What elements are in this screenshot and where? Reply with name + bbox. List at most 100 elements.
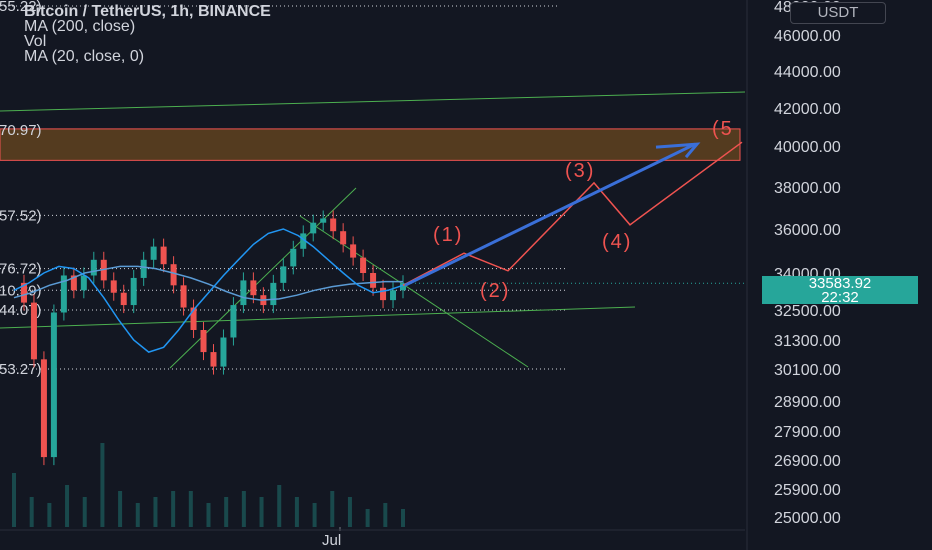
candle-body	[310, 222, 317, 234]
volume-bar	[12, 473, 16, 527]
trend-line	[0, 91, 746, 112]
candle-body	[370, 273, 377, 288]
volume-bar	[100, 443, 105, 527]
level-label: 70.97)	[0, 122, 42, 139]
y-tick-label: 38000.00	[774, 180, 841, 197]
candle-body	[40, 359, 47, 458]
trend-line	[299, 215, 529, 368]
y-tick-label: 46000.00	[774, 28, 841, 45]
candle-body	[60, 275, 67, 313]
legend-ma200[interactable]: MA (200, close)	[24, 18, 136, 35]
trend-line	[169, 187, 357, 369]
candle-body	[290, 248, 297, 267]
volume-bar	[47, 503, 52, 527]
volume-bar	[65, 485, 70, 527]
volume-bar	[135, 503, 140, 527]
trend-line	[0, 306, 636, 329]
y-tick-label: 31300.00	[774, 333, 841, 350]
legend-ma20[interactable]: MA (20, close, 0)	[24, 48, 145, 65]
candle-body	[340, 231, 347, 245]
candle-body	[20, 282, 27, 303]
projection-arrow	[404, 142, 696, 287]
x-tick-label: Jul	[322, 532, 341, 549]
ma200-line	[13, 265, 403, 301]
candle-body	[180, 285, 187, 308]
y-tick-label: 36000.00	[774, 222, 841, 239]
y-tick-label: 32500.00	[774, 303, 841, 320]
y-tick-label: 26900.00	[774, 453, 841, 470]
volume-bar	[206, 503, 211, 527]
candle-body	[160, 246, 167, 265]
candle-body	[220, 337, 227, 367]
volume-bar	[241, 491, 246, 527]
y-tick-label: 25900.00	[774, 482, 841, 499]
volume-bar	[330, 491, 335, 527]
candle-body	[240, 280, 247, 306]
candle-body	[300, 233, 307, 249]
volume-bar	[188, 491, 193, 527]
y-tick-label: 30100.00	[774, 362, 841, 379]
volume-bar	[365, 509, 370, 527]
candle-body	[330, 218, 337, 232]
volume-bar	[312, 503, 317, 527]
volume-bar	[224, 497, 229, 527]
wave-label: (5	[712, 118, 734, 140]
resistance-zone	[0, 128, 741, 161]
volume-bar	[259, 497, 264, 527]
y-tick-label: 27900.00	[774, 424, 841, 441]
candle-body	[140, 259, 147, 278]
y-tick-label: 44000.00	[774, 64, 841, 81]
candle-body	[170, 264, 177, 286]
volume-bar	[383, 503, 388, 527]
candle-body	[190, 307, 197, 330]
wave-label: (2)	[480, 280, 510, 302]
volume-bar	[153, 497, 158, 527]
level-label: 76.72)	[0, 261, 42, 278]
candle-body	[90, 259, 97, 276]
wave-projection-line	[402, 141, 743, 286]
candle-body	[380, 287, 387, 301]
volume-bar	[118, 491, 123, 527]
y-tick-label: 40000.00	[774, 139, 841, 156]
candle-body	[200, 330, 207, 353]
wave-label: (3)	[565, 160, 595, 182]
candle-body	[210, 352, 217, 367]
y-tick-label: 28900.00	[774, 394, 841, 411]
projection-arrow-head	[655, 142, 701, 159]
volume-bar	[277, 485, 282, 527]
candle-countdown: 22:32	[821, 289, 859, 306]
candle-body	[270, 282, 277, 306]
y-tick-label: 42000.00	[774, 101, 841, 118]
chart-legend: Bitcoin / TetherUS, 1h, BINANCE MA (200,…	[24, 3, 271, 65]
candle-body	[110, 280, 117, 293]
current-price-tag: 33583.92 22:32	[762, 275, 918, 306]
candle-body	[120, 292, 127, 306]
volume-bar	[347, 497, 352, 527]
level-label: 10.39)	[0, 282, 42, 299]
candle-body	[50, 312, 57, 458]
ma20-line	[13, 228, 404, 353]
volume-bar	[171, 491, 176, 527]
candle-body	[150, 246, 157, 260]
candle-body	[230, 305, 237, 338]
candle-body	[360, 257, 367, 273]
candle-body	[390, 290, 397, 301]
volume-bar	[294, 497, 299, 527]
candle-body	[250, 280, 257, 296]
level-label: 55.22)	[0, 0, 42, 15]
candle-body	[80, 275, 87, 291]
legend-vol[interactable]: Vol	[24, 33, 47, 50]
candle-body	[130, 277, 137, 306]
y-tick-label: 25000.00	[774, 510, 841, 527]
current-price-value: 33583.92	[808, 275, 872, 292]
volume-bar	[401, 509, 405, 527]
legend-symbol[interactable]: Bitcoin / TetherUS, 1h, BINANCE	[24, 3, 271, 20]
volume-bar	[82, 497, 87, 527]
candle-body	[320, 218, 327, 223]
currency-unit-button[interactable]: USDT	[790, 2, 886, 24]
candle-body	[400, 283, 406, 291]
level-label: 53.27)	[0, 361, 42, 378]
candle-body	[280, 266, 287, 283]
